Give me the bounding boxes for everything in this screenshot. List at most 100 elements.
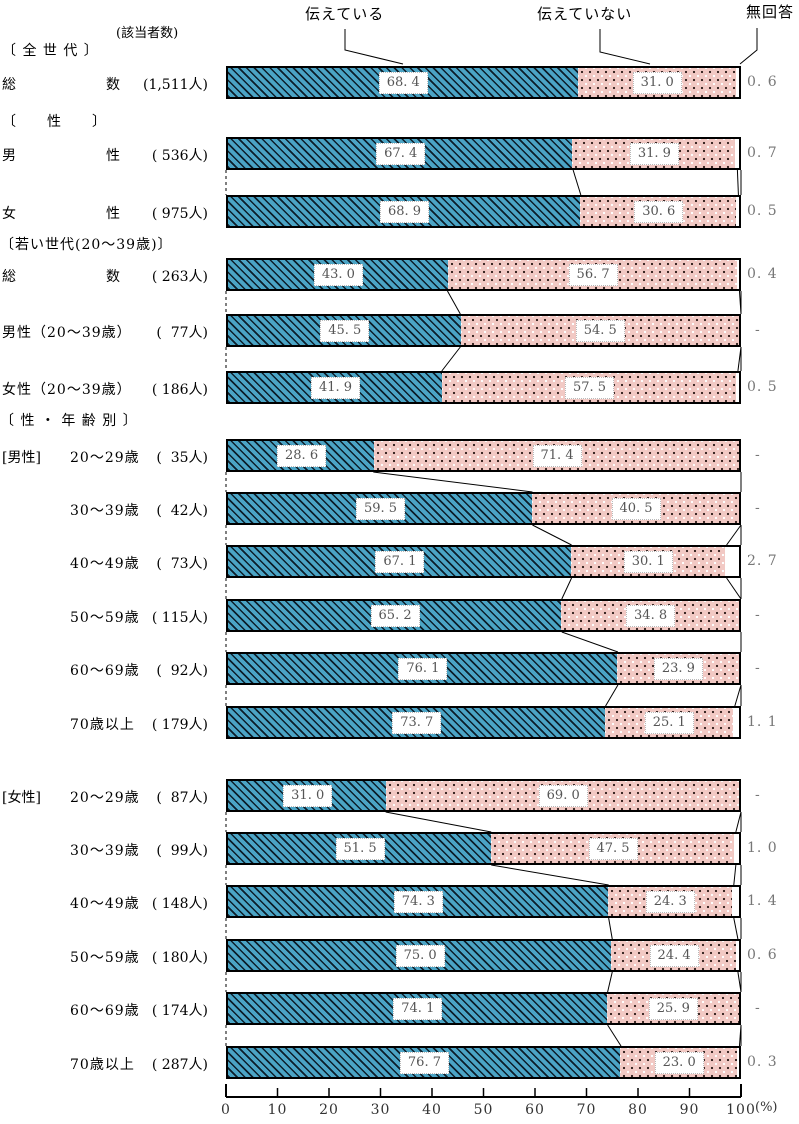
- row-count: ( 35人): [156, 450, 208, 466]
- connector-line: [737, 346, 742, 372]
- row-label: 20〜29歳: [70, 450, 140, 466]
- x-axis-tick-label: 0: [221, 1102, 231, 1118]
- row-label: 女性: [2, 203, 120, 223]
- value-label-not-telling: 47. 5: [588, 838, 638, 860]
- group-prefix: [男性]: [2, 450, 41, 466]
- group-prefix: [女性]: [2, 790, 41, 806]
- row-label-char: 総: [2, 77, 16, 93]
- value-label-not-telling: 24. 4: [649, 945, 699, 967]
- connector-line: [607, 971, 613, 993]
- value-label-not-telling: 31. 0: [632, 72, 682, 94]
- na-value: -: [755, 787, 761, 803]
- value-label-telling: 75. 0: [395, 945, 445, 967]
- x-axis-tick-label: 20: [319, 1102, 339, 1118]
- x-axis-tick-label: 100: [726, 1102, 756, 1118]
- value-label-telling: 74. 1: [393, 998, 443, 1020]
- connector-line: [737, 971, 742, 993]
- value-label-telling: 45. 5: [320, 320, 370, 342]
- connector-line: [735, 811, 742, 833]
- row-label-char: 男: [2, 148, 16, 164]
- x-axis-tick-label: 50: [474, 1102, 494, 1118]
- bar-row: 68. 9 30. 6: [226, 195, 741, 228]
- row-label-char: 女: [2, 206, 16, 222]
- value-label-not-telling: 56. 7: [568, 264, 618, 286]
- value-label-not-telling: 23. 0: [654, 1052, 704, 1074]
- x-axis-unit: (%): [755, 1100, 778, 1115]
- value-label-not-telling: 31. 9: [629, 143, 679, 165]
- x-axis-tick-label: 60: [525, 1102, 545, 1118]
- row-label: 40〜49歳: [70, 896, 140, 912]
- section-header: 〔 性 〕: [2, 114, 107, 130]
- row-label: 70歳以上: [70, 1057, 135, 1073]
- value-label-not-telling: 71. 4: [532, 445, 582, 467]
- row-label: 男性: [2, 145, 120, 165]
- x-axis-tick-label: 80: [628, 1102, 648, 1118]
- bar-row: 51. 5 47. 5: [226, 832, 741, 865]
- row-count: ( 99人): [156, 843, 208, 859]
- row-label-char: 数: [106, 269, 120, 285]
- connector-line: [385, 811, 492, 833]
- x-axis-tick-label: 10: [268, 1102, 288, 1118]
- row-label: 50〜59歳: [70, 610, 140, 626]
- value-label-not-telling: 54. 5: [575, 320, 625, 342]
- value-label-telling: 67. 1: [375, 551, 425, 573]
- row-label: 30〜39歳: [70, 503, 140, 519]
- connector-line: [561, 577, 573, 600]
- value-label-telling: 76. 7: [399, 1052, 449, 1074]
- value-label-telling: 31. 0: [283, 785, 333, 807]
- connector-line: [738, 290, 742, 315]
- na-value: 0. 6: [747, 947, 778, 963]
- bar-row: 74. 3 24. 3: [226, 885, 741, 918]
- row-label-char: 性: [106, 148, 120, 164]
- connector-line: [607, 1024, 622, 1047]
- row-label: 総数: [2, 266, 120, 286]
- connector-line: [373, 471, 533, 493]
- bar-row: 43. 0 56. 7: [226, 258, 741, 291]
- connector-line: [572, 169, 582, 196]
- na-value: 0. 5: [747, 379, 778, 395]
- row-label: 総数: [2, 74, 120, 94]
- na-value: -: [755, 607, 761, 623]
- row-label: 30〜39歳: [70, 843, 140, 859]
- row-count: ( 148人): [151, 896, 208, 912]
- na-value: 2. 7: [747, 553, 778, 569]
- na-value: -: [755, 660, 761, 676]
- x-axis-tick-label: 90: [680, 1102, 700, 1118]
- x-axis-tick-label: 70: [577, 1102, 597, 1118]
- value-label-not-telling: 40. 5: [611, 498, 661, 520]
- row-label: 60〜69歳: [70, 1003, 140, 1019]
- value-label-telling: 76. 1: [398, 658, 448, 680]
- row-count: ( 87人): [156, 790, 208, 806]
- respondents-header: (該当者数): [116, 26, 179, 41]
- na-value: -: [755, 322, 761, 338]
- row-count: ( 287人): [151, 1057, 208, 1073]
- bar-row: 76. 1 23. 9: [226, 652, 741, 685]
- connector-line: [447, 290, 461, 315]
- legend-telling-label: 伝えている: [305, 5, 385, 23]
- bar-row: 45. 5 54. 5: [226, 314, 741, 347]
- row-label: 女性（20〜39歳）: [2, 382, 132, 398]
- connector-line: [733, 864, 737, 886]
- value-label-telling: 65. 2: [370, 605, 420, 627]
- na-value: 1. 1: [747, 714, 778, 730]
- na-value: 1. 4: [747, 893, 778, 909]
- bar-row: 67. 4 31. 9: [226, 137, 741, 170]
- row-count: ( 42人): [156, 503, 208, 519]
- value-label-not-telling: 69. 0: [538, 785, 588, 807]
- connector-line: [738, 1024, 742, 1047]
- na-value: 1. 0: [747, 840, 778, 856]
- connector-line: [605, 684, 619, 707]
- row-count: ( 179人): [151, 717, 208, 733]
- section-header: 〔若い世代(20〜39歳)〕: [0, 237, 173, 253]
- legend-leader-line: [599, 29, 651, 65]
- row-label-char: 数: [106, 77, 120, 93]
- row-count: ( 92人): [156, 663, 208, 679]
- connector-line: [734, 684, 742, 707]
- value-label-not-telling: 25. 1: [644, 712, 694, 734]
- bar-row: 73. 7 25. 1: [226, 706, 741, 739]
- value-label-telling: 28. 6: [277, 445, 327, 467]
- bar-row: 76. 7 23. 0: [226, 1046, 741, 1079]
- row-count: ( 73人): [156, 556, 208, 572]
- row-count: ( 174人): [151, 1003, 208, 1019]
